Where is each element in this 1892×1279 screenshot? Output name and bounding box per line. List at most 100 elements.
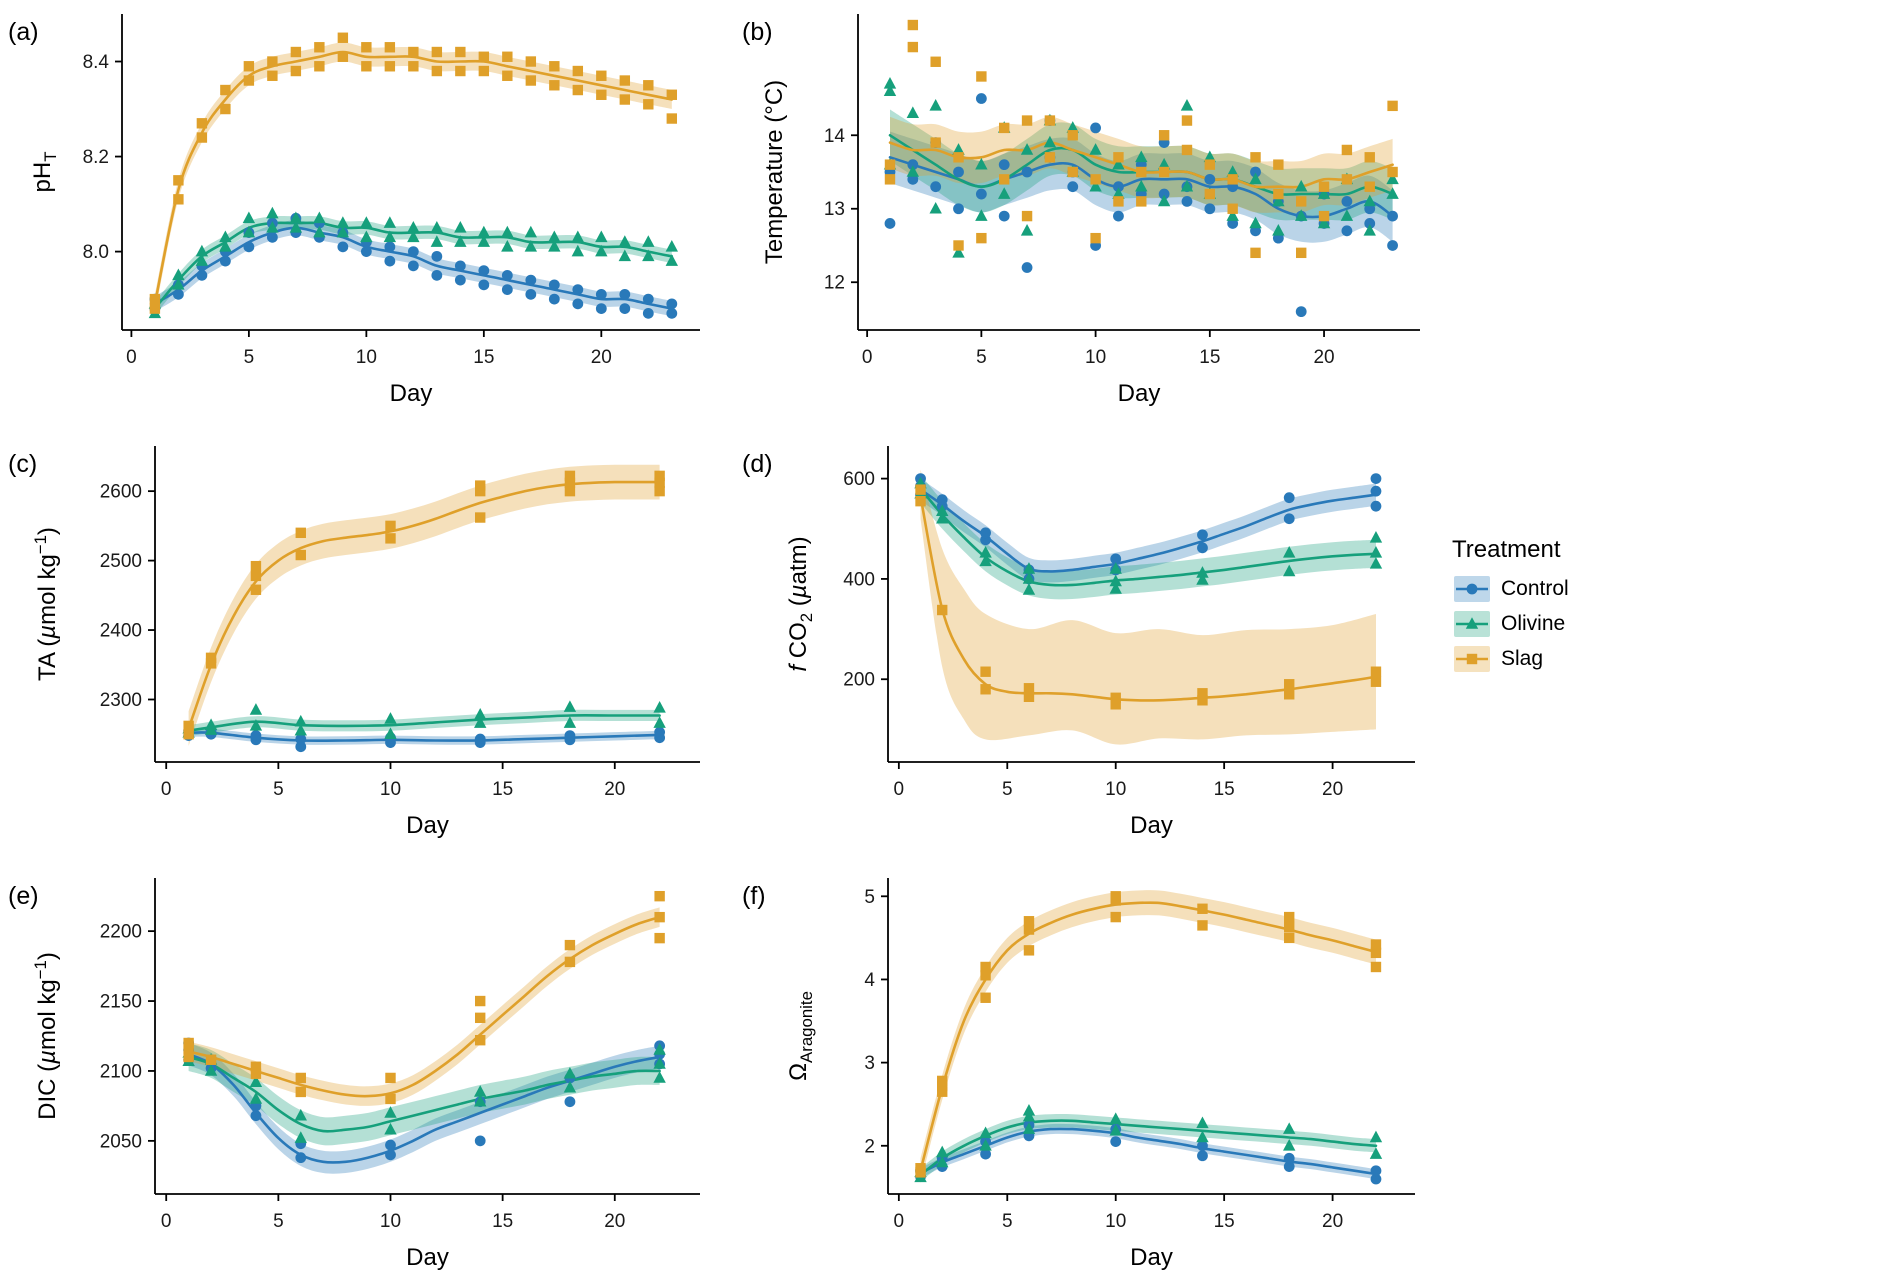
svg-text:20: 20 xyxy=(591,347,612,368)
ribbon-d-slag xyxy=(920,469,1376,745)
svg-text:14: 14 xyxy=(824,126,846,147)
svg-text:5: 5 xyxy=(1002,779,1013,800)
svg-text:5: 5 xyxy=(1002,1211,1013,1232)
svg-text:15: 15 xyxy=(473,347,494,368)
svg-text:10: 10 xyxy=(1085,347,1106,368)
svg-text:2150: 2150 xyxy=(100,992,142,1013)
svg-text:10: 10 xyxy=(356,347,377,368)
x-axis-title-c: Day xyxy=(406,812,449,839)
svg-text:10: 10 xyxy=(1105,1211,1126,1232)
axes-c: 0 5 10 15 20 2300 2400 2500 2600 xyxy=(100,446,700,800)
axes-f: 0 5 10 15 20 2 3 4 5 xyxy=(864,878,1415,1232)
points-e-slag xyxy=(183,890,665,1105)
svg-text:400: 400 xyxy=(843,569,875,590)
trend-line-d-control xyxy=(919,488,1378,573)
points-c-slag xyxy=(183,470,665,740)
ribbon-c-slag xyxy=(188,464,660,746)
legend-items: Control Olivine Slag xyxy=(1452,574,1662,674)
trend-line-d-olivine xyxy=(919,487,1378,587)
y-axis-title-f: ΩAragonite xyxy=(785,991,816,1081)
svg-text:2400: 2400 xyxy=(100,621,142,642)
panel-label-d: (d) xyxy=(742,450,773,478)
panel-label-a: (a) xyxy=(8,18,39,46)
svg-text:15: 15 xyxy=(492,1211,513,1232)
svg-text:15: 15 xyxy=(492,779,513,800)
svg-text:2050: 2050 xyxy=(100,1131,142,1152)
legend-title: Treatment xyxy=(1452,536,1561,563)
svg-text:5: 5 xyxy=(273,1211,284,1232)
y-axis-title-b: Temperature (°C) xyxy=(761,80,788,264)
points-d-olivine xyxy=(914,476,1383,595)
svg-text:10: 10 xyxy=(1105,779,1126,800)
panel-label-f: (f) xyxy=(742,882,766,910)
svg-text:2500: 2500 xyxy=(100,551,142,572)
svg-text:5: 5 xyxy=(976,347,987,368)
plot-area-c xyxy=(182,464,666,753)
svg-text:4: 4 xyxy=(864,970,875,991)
svg-text:20: 20 xyxy=(604,1211,625,1232)
svg-text:2300: 2300 xyxy=(100,690,142,711)
points-d-slag xyxy=(915,484,1382,710)
panel-label-e: (e) xyxy=(8,882,39,910)
axes-e: 0 5 10 15 20 2050 2100 2150 2200 xyxy=(100,878,700,1232)
svg-text:0: 0 xyxy=(862,347,873,368)
svg-text:20: 20 xyxy=(604,779,625,800)
panel-d: 0 5 10 15 20 200 400 600 Day f CO2 (µatm) (d) xyxy=(742,446,1415,839)
svg-text:0: 0 xyxy=(161,1211,172,1232)
ribbon-f-olivine xyxy=(920,1113,1376,1182)
ribbon-e-slag xyxy=(188,907,660,1106)
trend-line-f-control xyxy=(919,1127,1378,1176)
svg-text:3: 3 xyxy=(864,1053,875,1074)
plot-area-f xyxy=(914,890,1383,1185)
legend-item-slag: Slag xyxy=(1452,644,1662,674)
svg-text:10: 10 xyxy=(380,779,401,800)
svg-text:13: 13 xyxy=(824,199,845,220)
legend-item-label: Slag xyxy=(1501,647,1544,670)
svg-text:0: 0 xyxy=(161,779,172,800)
panel-label-c: (c) xyxy=(8,450,37,478)
axes-b: 0 5 10 15 20 12 13 14 xyxy=(824,14,1420,368)
legend-item-control: Control xyxy=(1452,574,1662,604)
legend-item-olivine: Olivine xyxy=(1452,609,1662,639)
plot-area-a xyxy=(148,32,679,319)
trend-line-c-olivine xyxy=(187,714,661,732)
svg-text:0: 0 xyxy=(894,1211,905,1232)
legend-item-label: Olivine xyxy=(1501,612,1566,635)
svg-text:15: 15 xyxy=(1199,347,1220,368)
trend-line-e-olivine xyxy=(187,1055,661,1133)
svg-text:15: 15 xyxy=(1214,1211,1235,1232)
panel-b: 0 5 10 15 20 12 13 14 Day Temperature (°C) (b) xyxy=(742,14,1420,407)
plot-area-b xyxy=(883,19,1399,318)
points-f-slag xyxy=(915,891,1382,1178)
axes-a: 0 5 10 15 20 8.0 8.2 8.4 xyxy=(83,14,700,368)
panel-c: 0 5 10 15 20 2300 2400 2500 2600 Day TA (µmol kg−1… xyxy=(8,446,700,839)
y-axis-title-d: f CO2 (µatm) xyxy=(785,536,816,671)
x-axis-title-f: Day xyxy=(1130,1244,1173,1271)
svg-text:12: 12 xyxy=(824,273,845,294)
legend-item-label: Control xyxy=(1501,577,1569,600)
ribbon-f-control xyxy=(920,1123,1376,1179)
trend-line-e-slag xyxy=(187,915,661,1098)
points-a-olivine xyxy=(148,206,679,319)
svg-text:5: 5 xyxy=(273,779,284,800)
svg-text:20: 20 xyxy=(1322,779,1343,800)
points-b-slag xyxy=(884,19,1398,259)
svg-text:5: 5 xyxy=(864,887,875,908)
svg-text:10: 10 xyxy=(380,1211,401,1232)
svg-text:8.4: 8.4 xyxy=(83,52,110,73)
points-a-slag xyxy=(149,32,678,314)
svg-text:0: 0 xyxy=(894,779,905,800)
x-axis-title-e: Day xyxy=(406,1244,449,1271)
svg-text:600: 600 xyxy=(843,469,875,490)
svg-text:200: 200 xyxy=(843,670,875,691)
x-axis-title-a: Day xyxy=(390,380,433,407)
svg-text:0: 0 xyxy=(126,347,137,368)
svg-text:5: 5 xyxy=(244,347,255,368)
svg-text:20: 20 xyxy=(1313,347,1334,368)
svg-text:8.2: 8.2 xyxy=(83,147,109,168)
ribbon-d-olivine xyxy=(920,474,1376,600)
trend-line-f-olivine xyxy=(919,1119,1378,1177)
ribbon-a-olivine xyxy=(154,216,672,316)
